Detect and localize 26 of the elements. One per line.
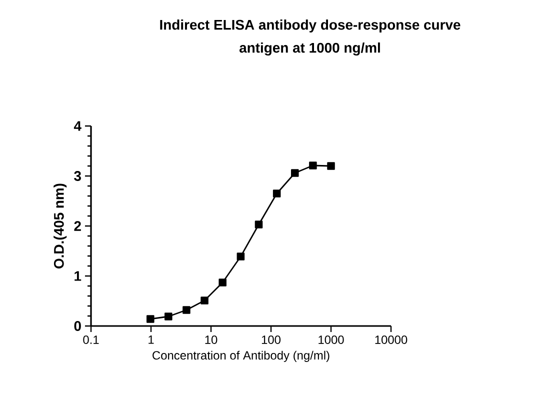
y-tick-label: 0 [74,321,81,331]
x-tick-label: 1000 [318,336,344,344]
point [327,162,335,170]
x-tick-label: 1 [148,336,154,344]
point [146,315,154,323]
point [218,278,226,286]
chart-subtitle: antigen at 1000 ng/ml [239,42,380,56]
point [254,220,263,228]
point [164,312,172,320]
y-tick-label: 3 [74,171,81,181]
x-tick-label: 10 [205,336,218,344]
y-tick-label: 2 [74,221,81,231]
point [272,190,281,198]
y-tick-label: 4 [74,121,82,131]
point [236,252,245,260]
x-axis-title: Concentration of Antibody (ng/ml) [152,350,330,362]
y-axis-title: O.D.(405 nm) [54,184,67,268]
x-tick-label: 10000 [375,336,408,344]
x-tick-label: 0.1 [83,336,99,344]
point [182,306,190,314]
point [290,169,299,177]
x-tick-label: 100 [262,336,281,344]
point [309,162,317,170]
point [200,296,208,304]
chart-title: Indirect ELISA antibody dose-response curve [160,19,460,32]
y-tick-label: 1 [74,271,82,281]
